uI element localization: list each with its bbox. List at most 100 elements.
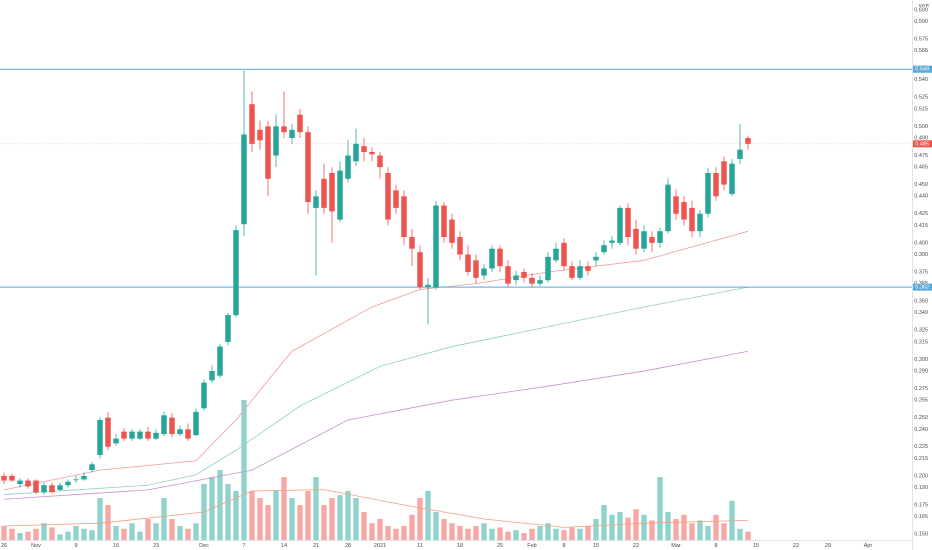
volume-bar: [137, 531, 143, 540]
volume-bar: [49, 527, 55, 540]
volume-bar: [481, 523, 487, 540]
volume-bar: [57, 534, 63, 540]
candle-body: [129, 431, 135, 439]
volume-bar: [241, 400, 247, 540]
candle-body: [41, 485, 47, 493]
candle-body: [689, 207, 695, 232]
y-tick-label: 0.250: [914, 415, 928, 421]
candle-body: [553, 248, 559, 261]
volume-bar: [257, 498, 263, 540]
candle-body: [121, 431, 127, 439]
y-tick-label: 0.240: [914, 427, 928, 433]
candle-body: [697, 213, 703, 232]
x-tick-label: 23: [153, 543, 159, 549]
y-tick-label: 0.315: [914, 339, 928, 345]
moving-average: [3, 350, 749, 500]
volume-bar: [289, 498, 295, 540]
x-tick-label: Mar: [671, 543, 681, 549]
volume-bar: [361, 512, 367, 540]
x-tick-label: 11: [417, 543, 423, 549]
y-tick-label: 0.540: [914, 77, 928, 83]
volume-bar: [249, 491, 255, 540]
candle-body: [609, 240, 615, 243]
volume-bar: [121, 528, 127, 540]
candle-body: [705, 172, 711, 214]
y-tick-label: 0.425: [914, 211, 928, 217]
volume-bar: [585, 526, 591, 540]
volume-bar: [457, 526, 463, 540]
volume-bar: [513, 530, 519, 540]
x-tick-label: 29: [825, 543, 831, 549]
x-tick-label: 2021: [374, 543, 386, 549]
level-label-box: [913, 283, 932, 291]
candle-body: [49, 485, 55, 493]
y-tick-label: 0.440: [914, 194, 928, 200]
volume-bar: [33, 528, 39, 540]
y-tick-label: 0.590: [914, 19, 928, 25]
x-tick-label: 21: [313, 543, 319, 549]
candle-body: [313, 196, 319, 208]
candle-body: [97, 419, 103, 455]
candle-body: [153, 432, 159, 439]
volume-bar: [225, 484, 231, 540]
volume-bar: [153, 523, 159, 540]
volume-bar: [313, 477, 319, 540]
volume-bar: [9, 528, 15, 540]
volume-bar: [689, 523, 695, 540]
y-tick-label: 0.490: [914, 135, 928, 141]
x-tick-label: Apr: [864, 543, 873, 549]
candle-body: [681, 202, 687, 220]
volume-bar: [297, 505, 303, 540]
y-tick-label: 0.150: [914, 532, 928, 538]
y-tick-label: 0.465: [914, 165, 928, 171]
candle-body: [33, 480, 39, 493]
y-tick-label: 0.575: [914, 36, 928, 42]
y-tick-label: 0.600: [914, 7, 928, 13]
volume-bar: [265, 505, 271, 540]
y-tick-label: 0.225: [914, 444, 928, 450]
candle-body: [105, 417, 111, 447]
volume-bar: [65, 531, 71, 540]
candle-body: [737, 149, 743, 159]
y-tick-label: 0.515: [914, 106, 928, 112]
candle-body: [81, 475, 87, 480]
x-tick-label: 22: [633, 543, 639, 549]
level-label: 0.549: [915, 67, 929, 73]
volume-bar: [169, 519, 175, 540]
candle-body: [257, 129, 263, 141]
candle-body: [473, 260, 479, 278]
candle-body: [73, 479, 79, 481]
volume-bar: [737, 528, 743, 540]
volume-bar: [681, 514, 687, 540]
candle-body: [361, 146, 367, 152]
volume-bar: [329, 498, 335, 540]
candle-body: [409, 237, 415, 249]
x-tick-label: Feb: [527, 543, 536, 549]
volume-bar: [625, 517, 631, 540]
volume-bar: [465, 528, 471, 540]
level-label-box: [913, 65, 932, 73]
candle-body: [273, 126, 279, 156]
candle-body: [17, 480, 23, 485]
candle-body: [481, 268, 487, 276]
y-tick-label: 0.565: [914, 48, 928, 54]
candle-body: [713, 172, 719, 197]
volume-bar: [617, 512, 623, 540]
volume-bar: [561, 530, 567, 540]
volume-bar: [673, 519, 679, 540]
candle-body: [193, 411, 199, 436]
y-tick-label: 0.275: [914, 386, 928, 392]
candle-body: [225, 315, 231, 342]
volume-bar: [553, 528, 559, 540]
candle-body: [233, 230, 239, 316]
volume-bar: [641, 514, 647, 540]
y-tick-label: 0.450: [914, 182, 928, 188]
volume-bar: [41, 523, 47, 540]
candle-body: [633, 228, 639, 249]
x-tick-label: 26: [1, 543, 7, 549]
y-tick-label: 0.190: [914, 485, 928, 491]
candle-body: [345, 155, 351, 179]
x-tick-label: 15: [753, 543, 759, 549]
y-tick-label: 0.325: [914, 328, 928, 334]
candle-body: [561, 242, 567, 267]
